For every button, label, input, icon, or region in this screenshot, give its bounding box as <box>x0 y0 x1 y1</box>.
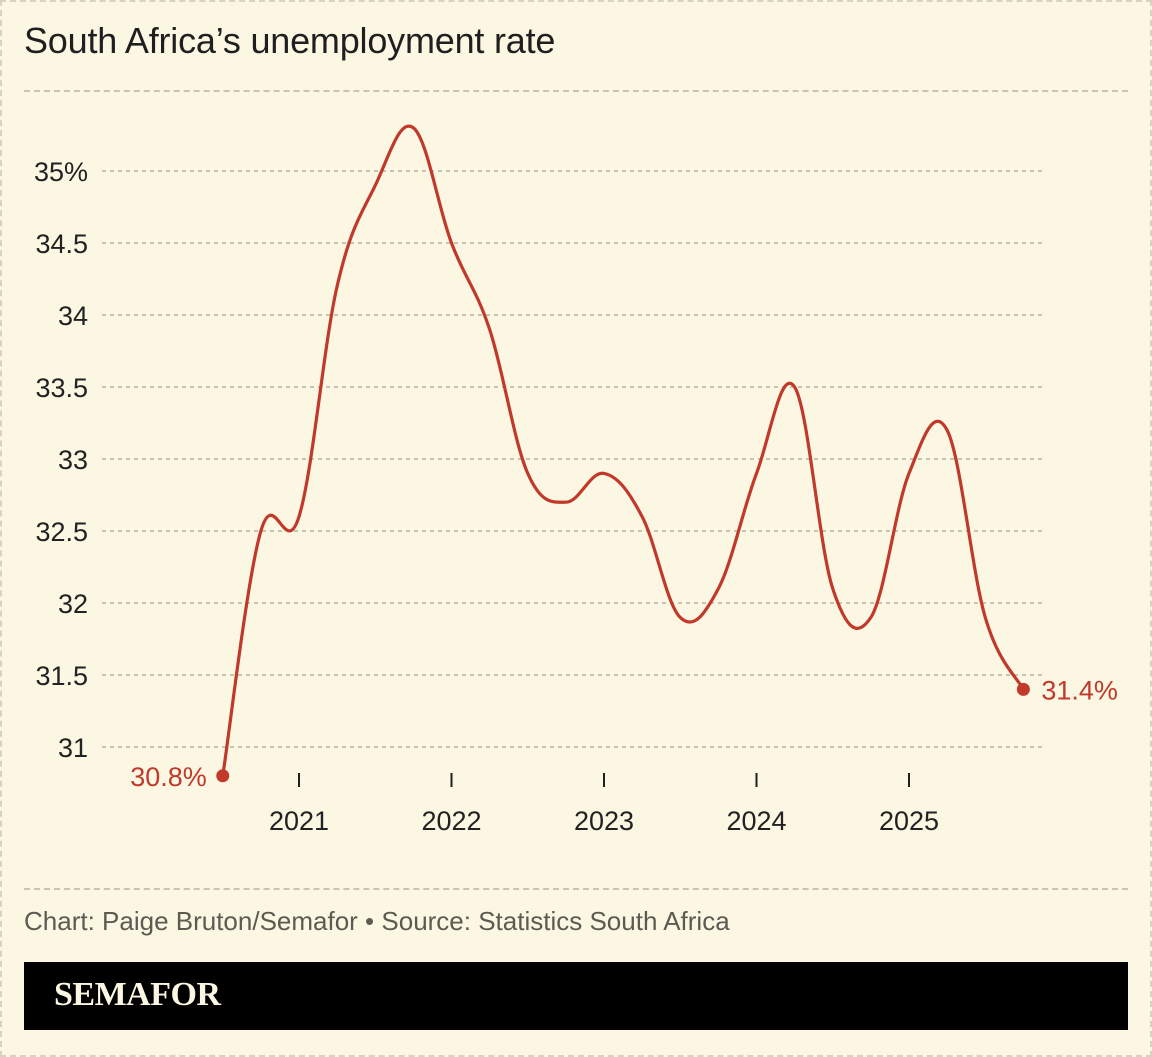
endpoint-marker <box>216 769 230 783</box>
y-tick-label: 34 <box>58 301 88 331</box>
y-tick-label: 31.5 <box>35 661 88 691</box>
y-tick-label: 34.5 <box>35 229 88 259</box>
y-tick-label: 33.5 <box>35 373 88 403</box>
y-tick-label: 31 <box>58 733 88 763</box>
endpoint-label: 30.8% <box>130 762 207 792</box>
y-tick-label: 33 <box>58 445 88 475</box>
semafor-logo: SEMAFOR <box>54 976 221 1013</box>
title-divider <box>24 90 1128 92</box>
endpoint-marker <box>1016 682 1030 696</box>
footer-bar: SEMAFOR <box>24 962 1128 1030</box>
y-axis-ticks: 31 31.5 32 32.5 33 33.5 34 34.5 35% <box>34 157 88 763</box>
x-tick-label: 2021 <box>269 806 329 836</box>
unemployment-line <box>221 124 1025 778</box>
x-tick-label: 2024 <box>726 806 786 836</box>
annotations: 30.8% 31.4% <box>130 675 1118 791</box>
chart-credit: Chart: Paige Bruton/Semafor • Source: St… <box>24 906 730 936</box>
gridlines <box>102 170 1042 748</box>
credit-divider <box>24 888 1128 890</box>
y-tick-label: 35% <box>34 157 88 187</box>
y-tick-label: 32.5 <box>35 517 88 547</box>
line-chart: 31 31.5 32 32.5 33 33.5 34 34.5 35% 2021 2022 2023… <box>34 124 1118 836</box>
y-tick-label: 32 <box>58 589 88 619</box>
x-axis-ticks: 2021 2022 2023 2024 2025 <box>269 773 939 836</box>
chart-title: South Africa’s unemployment rate <box>24 20 556 61</box>
x-tick-label: 2022 <box>421 806 481 836</box>
x-tick-label: 2025 <box>879 806 939 836</box>
endpoint-label: 31.4% <box>1041 675 1118 705</box>
series-layer <box>221 124 1025 778</box>
x-tick-label: 2023 <box>574 806 634 836</box>
